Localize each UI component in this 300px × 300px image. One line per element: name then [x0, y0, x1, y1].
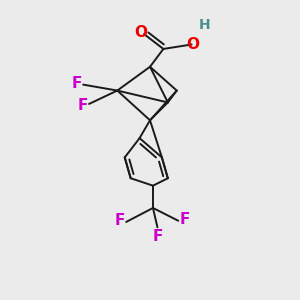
Text: O: O	[135, 25, 148, 40]
Text: F: F	[152, 229, 163, 244]
Text: F: F	[114, 213, 125, 228]
Text: O: O	[187, 37, 200, 52]
Text: F: F	[180, 212, 190, 227]
Text: H: H	[199, 18, 211, 32]
Text: F: F	[71, 76, 82, 91]
Text: F: F	[77, 98, 88, 113]
